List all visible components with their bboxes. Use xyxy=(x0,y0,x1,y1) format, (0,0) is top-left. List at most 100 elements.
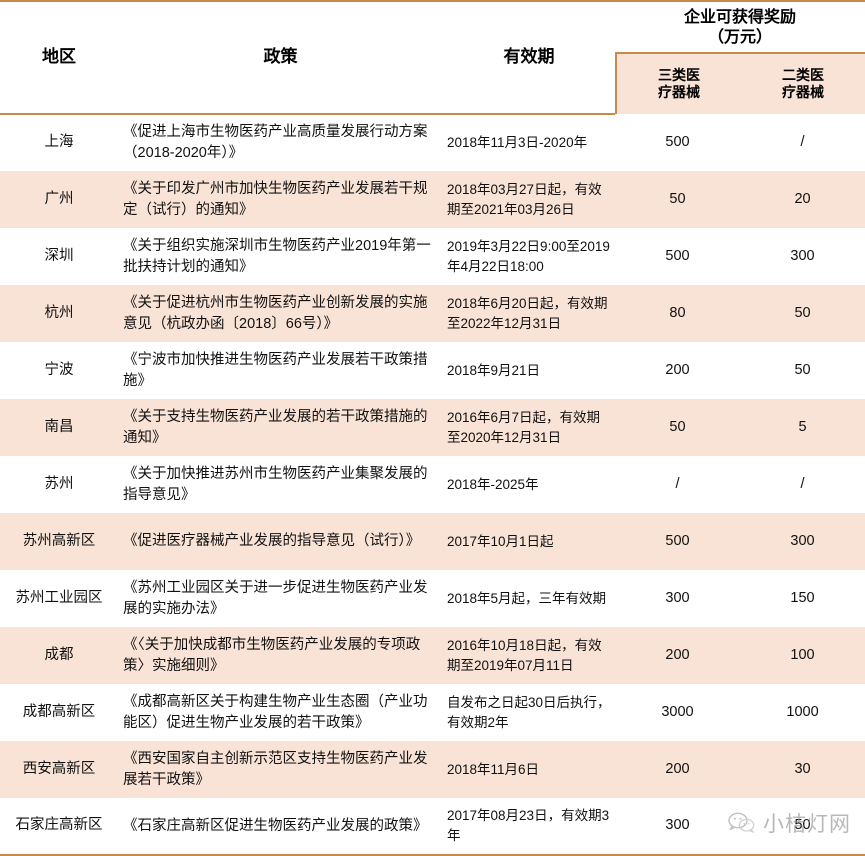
cell-valid: 2016年6月7日起，有效期至2020年12月31日 xyxy=(447,409,601,445)
header-label-policy: 政策 xyxy=(263,47,298,67)
cell-region: 杭州 xyxy=(44,304,74,321)
cell-valid: 2019年3月22日9:00至2019年4月22日18:00 xyxy=(447,238,610,274)
cell-award-class3: 3000 xyxy=(661,703,694,720)
cell-award-class2: 50 xyxy=(794,361,811,378)
cell-award-class2: / xyxy=(800,133,805,150)
cell-award-class2: 5 xyxy=(798,418,807,435)
table-row: 苏州高新区 《促进医疗器械产业发展的指导意见（试行）》 2017年10月1日起 500… xyxy=(0,513,865,570)
header-cell-policy: 政策 xyxy=(118,1,443,115)
cell-policy: 《苏州工业园区关于进一步促进生物医药产业发展的实施办法》 xyxy=(123,579,428,617)
cell-award-class2: 300 xyxy=(790,247,815,264)
cell-valid: 2018年9月21日 xyxy=(447,362,541,378)
cell-valid: 2018年03月27日起，有效期至2021年03月26日 xyxy=(447,181,602,217)
cell-policy: 《石家庄高新区促进生物医药产业发展的政策》 xyxy=(123,817,428,834)
table-row: 杭州 《关于促进杭州市生物医药产业创新发展的实施意见（杭政办函〔2018〕66号）… xyxy=(0,285,865,342)
cell-award-class3: 500 xyxy=(665,133,690,150)
header-cell-award-group: 企业可获得奖励 （万元） 三类医 疗器械 xyxy=(615,1,865,114)
table-row: 南昌 《关于支持生物医药产业发展的若干政策措施的通知》 2016年6月7日起，有效期… xyxy=(0,399,865,456)
cell-region: 苏州高新区 xyxy=(22,532,96,549)
header-label-valid: 有效期 xyxy=(503,47,555,67)
cell-region: 上海 xyxy=(44,134,74,151)
cell-award-class3: 80 xyxy=(669,304,686,321)
cell-valid: 自发布之日起30日后执行，有效期2年 xyxy=(447,694,611,730)
cell-policy: 《关于促进杭州市生物医药产业创新发展的实施意见（杭政办函〔2018〕66号）》 xyxy=(123,294,428,332)
header-cell-class2: 二类医 疗器械 xyxy=(741,54,865,114)
header-cell-valid: 有效期 xyxy=(443,1,615,115)
header-class3-line1: 三类医 xyxy=(658,66,700,83)
cell-region: 深圳 xyxy=(44,247,74,264)
cell-policy: 《〈关于加快成都市生物医药产业发展的专项政策〉实施细则》 xyxy=(123,636,421,674)
table-row: 宁波 《宁波市加快推进生物医药产业发展若干政策措施》 2018年9月21日 200 50 xyxy=(0,342,865,399)
table-row: 广州 《关于印发广州市加快生物医药产业发展若干规定（试行）的通知》 2018年03月… xyxy=(0,171,865,228)
cell-region: 广州 xyxy=(44,190,74,207)
header-class2-line1: 二类医 xyxy=(782,66,825,83)
cell-award-class2: 30 xyxy=(794,760,811,777)
cell-policy: 《关于加快推进苏州市生物医药产业集聚发展的指导意见》 xyxy=(123,465,428,503)
table-row: 西安高新区 《西安国家自主创新示范区支持生物医药产业发展若干政策》 2018年11月… xyxy=(0,741,865,798)
cell-region: 西安高新区 xyxy=(22,760,96,777)
table-body: 上海 《促进上海市生物医药产业高质量发展行动方案（2018-2020年）》 2018… xyxy=(0,114,865,855)
cell-region: 南昌 xyxy=(44,418,74,435)
cell-award-class3: / xyxy=(675,475,680,492)
header-award-line1: 企业可获得奖励 xyxy=(684,9,797,26)
cell-policy: 《关于印发广州市加快生物医药产业发展若干规定（试行）的通知》 xyxy=(123,180,428,218)
table-row: 成都高新区 《成都高新区关于构建生物产业生态圈（产业功能区）促进生物产业发展的若干… xyxy=(0,684,865,741)
cell-award-class3: 500 xyxy=(665,247,690,264)
cell-award-class3: 500 xyxy=(665,532,690,549)
header-class3-line2: 疗器械 xyxy=(658,84,700,100)
cell-award-class3: 300 xyxy=(665,589,690,606)
cell-award-class2: 1000 xyxy=(786,703,819,720)
cell-award-class3: 300 xyxy=(665,817,690,834)
cell-valid: 2018年-2025年 xyxy=(447,476,539,492)
header-label-award-group: 企业可获得奖励 （万元） xyxy=(615,2,865,52)
table-row: 上海 《促进上海市生物医药产业高质量发展行动方案（2018-2020年）》 2018… xyxy=(0,114,865,171)
cell-policy: 《关于支持生物医药产业发展的若干政策措施的通知》 xyxy=(123,408,428,446)
header-award-line2: （万元） xyxy=(708,29,773,46)
cell-valid: 2016年10月18日起，有效期至2019年07月11日 xyxy=(447,637,602,673)
cell-valid: 2018年11月3日-2020年 xyxy=(447,135,588,151)
cell-policy: 《西安国家自主创新示范区支持生物医药产业发展若干政策》 xyxy=(123,750,428,788)
cell-policy: 《成都高新区关于构建生物产业生态圈（产业功能区）促进生物产业发展的若干政策》 xyxy=(123,693,428,731)
cell-award-class2: 300 xyxy=(790,532,815,549)
cell-award-class2: 150 xyxy=(790,589,815,606)
cell-valid: 2018年11月6日 xyxy=(447,761,540,777)
table-row: 石家庄高新区 《石家庄高新区促进生物医药产业发展的政策》 2017年08月23日，有… xyxy=(0,798,865,855)
header-label-region: 地区 xyxy=(42,47,76,67)
cell-award-class3: 200 xyxy=(665,646,690,663)
header-class2-line2: 疗器械 xyxy=(782,84,825,100)
table-row: 成都 《〈关于加快成都市生物医药产业发展的专项政策〉实施细则》 2016年10月18… xyxy=(0,627,865,684)
header-subcolumns: 三类医 疗器械 二类医 疗器械 xyxy=(615,52,865,114)
cell-award-class2: 20 xyxy=(794,190,811,207)
cell-award-class3: 50 xyxy=(669,190,686,207)
cell-valid: 2017年10月1日起 xyxy=(447,533,554,549)
cell-valid: 2018年6月20日起，有效期至2022年12月31日 xyxy=(447,295,608,331)
cell-award-class3: 50 xyxy=(669,418,686,435)
cell-region: 成都高新区 xyxy=(22,703,96,720)
cell-valid: 2018年5月起，三年有效期 xyxy=(447,590,607,606)
cell-region: 苏州工业园区 xyxy=(15,589,103,606)
cell-policy: 《促进上海市生物医药产业高质量发展行动方案（2018-2020年）》 xyxy=(123,124,428,161)
cell-award-class2: 50 xyxy=(794,304,811,321)
cell-policy: 《关于组织实施深圳市生物医药产业2019年第一批扶持计划的通知》 xyxy=(123,237,431,275)
cell-award-class3: 200 xyxy=(665,361,690,378)
cell-award-class2: / xyxy=(800,475,805,492)
cell-region: 苏州 xyxy=(44,475,74,492)
cell-award-class3: 200 xyxy=(665,760,690,777)
cell-award-class2: 100 xyxy=(790,646,815,663)
header-cell-region: 地区 xyxy=(0,1,118,115)
cell-region: 宁波 xyxy=(44,361,74,378)
cell-policy: 《促进医疗器械产业发展的指导意见（试行）》 xyxy=(123,533,421,550)
table-row: 深圳 《关于组织实施深圳市生物医药产业2019年第一批扶持计划的通知》 2019年3… xyxy=(0,228,865,285)
header-row: 地区 政策 有效期 企业可获得奖励 （万元） xyxy=(0,1,865,115)
cell-award-class2: 50 xyxy=(794,817,811,834)
table-row: 苏州工业园区 《苏州工业园区关于进一步促进生物医药产业发展的实施办法》 2018年5… xyxy=(0,570,865,627)
cell-policy: 《宁波市加快推进生物医药产业发展若干政策措施》 xyxy=(123,351,428,389)
cell-region: 成都 xyxy=(44,646,74,663)
table-header: 地区 政策 有效期 企业可获得奖励 （万元） xyxy=(0,1,865,115)
header-cell-class3: 三类医 疗器械 xyxy=(617,54,741,114)
table-row: 苏州 《关于加快推进苏州市生物医药产业集聚发展的指导意见》 2018年-2025年 /… xyxy=(0,456,865,513)
cell-valid: 2017年08月23日，有效期3年 xyxy=(447,808,610,843)
cell-region: 石家庄高新区 xyxy=(15,817,103,834)
